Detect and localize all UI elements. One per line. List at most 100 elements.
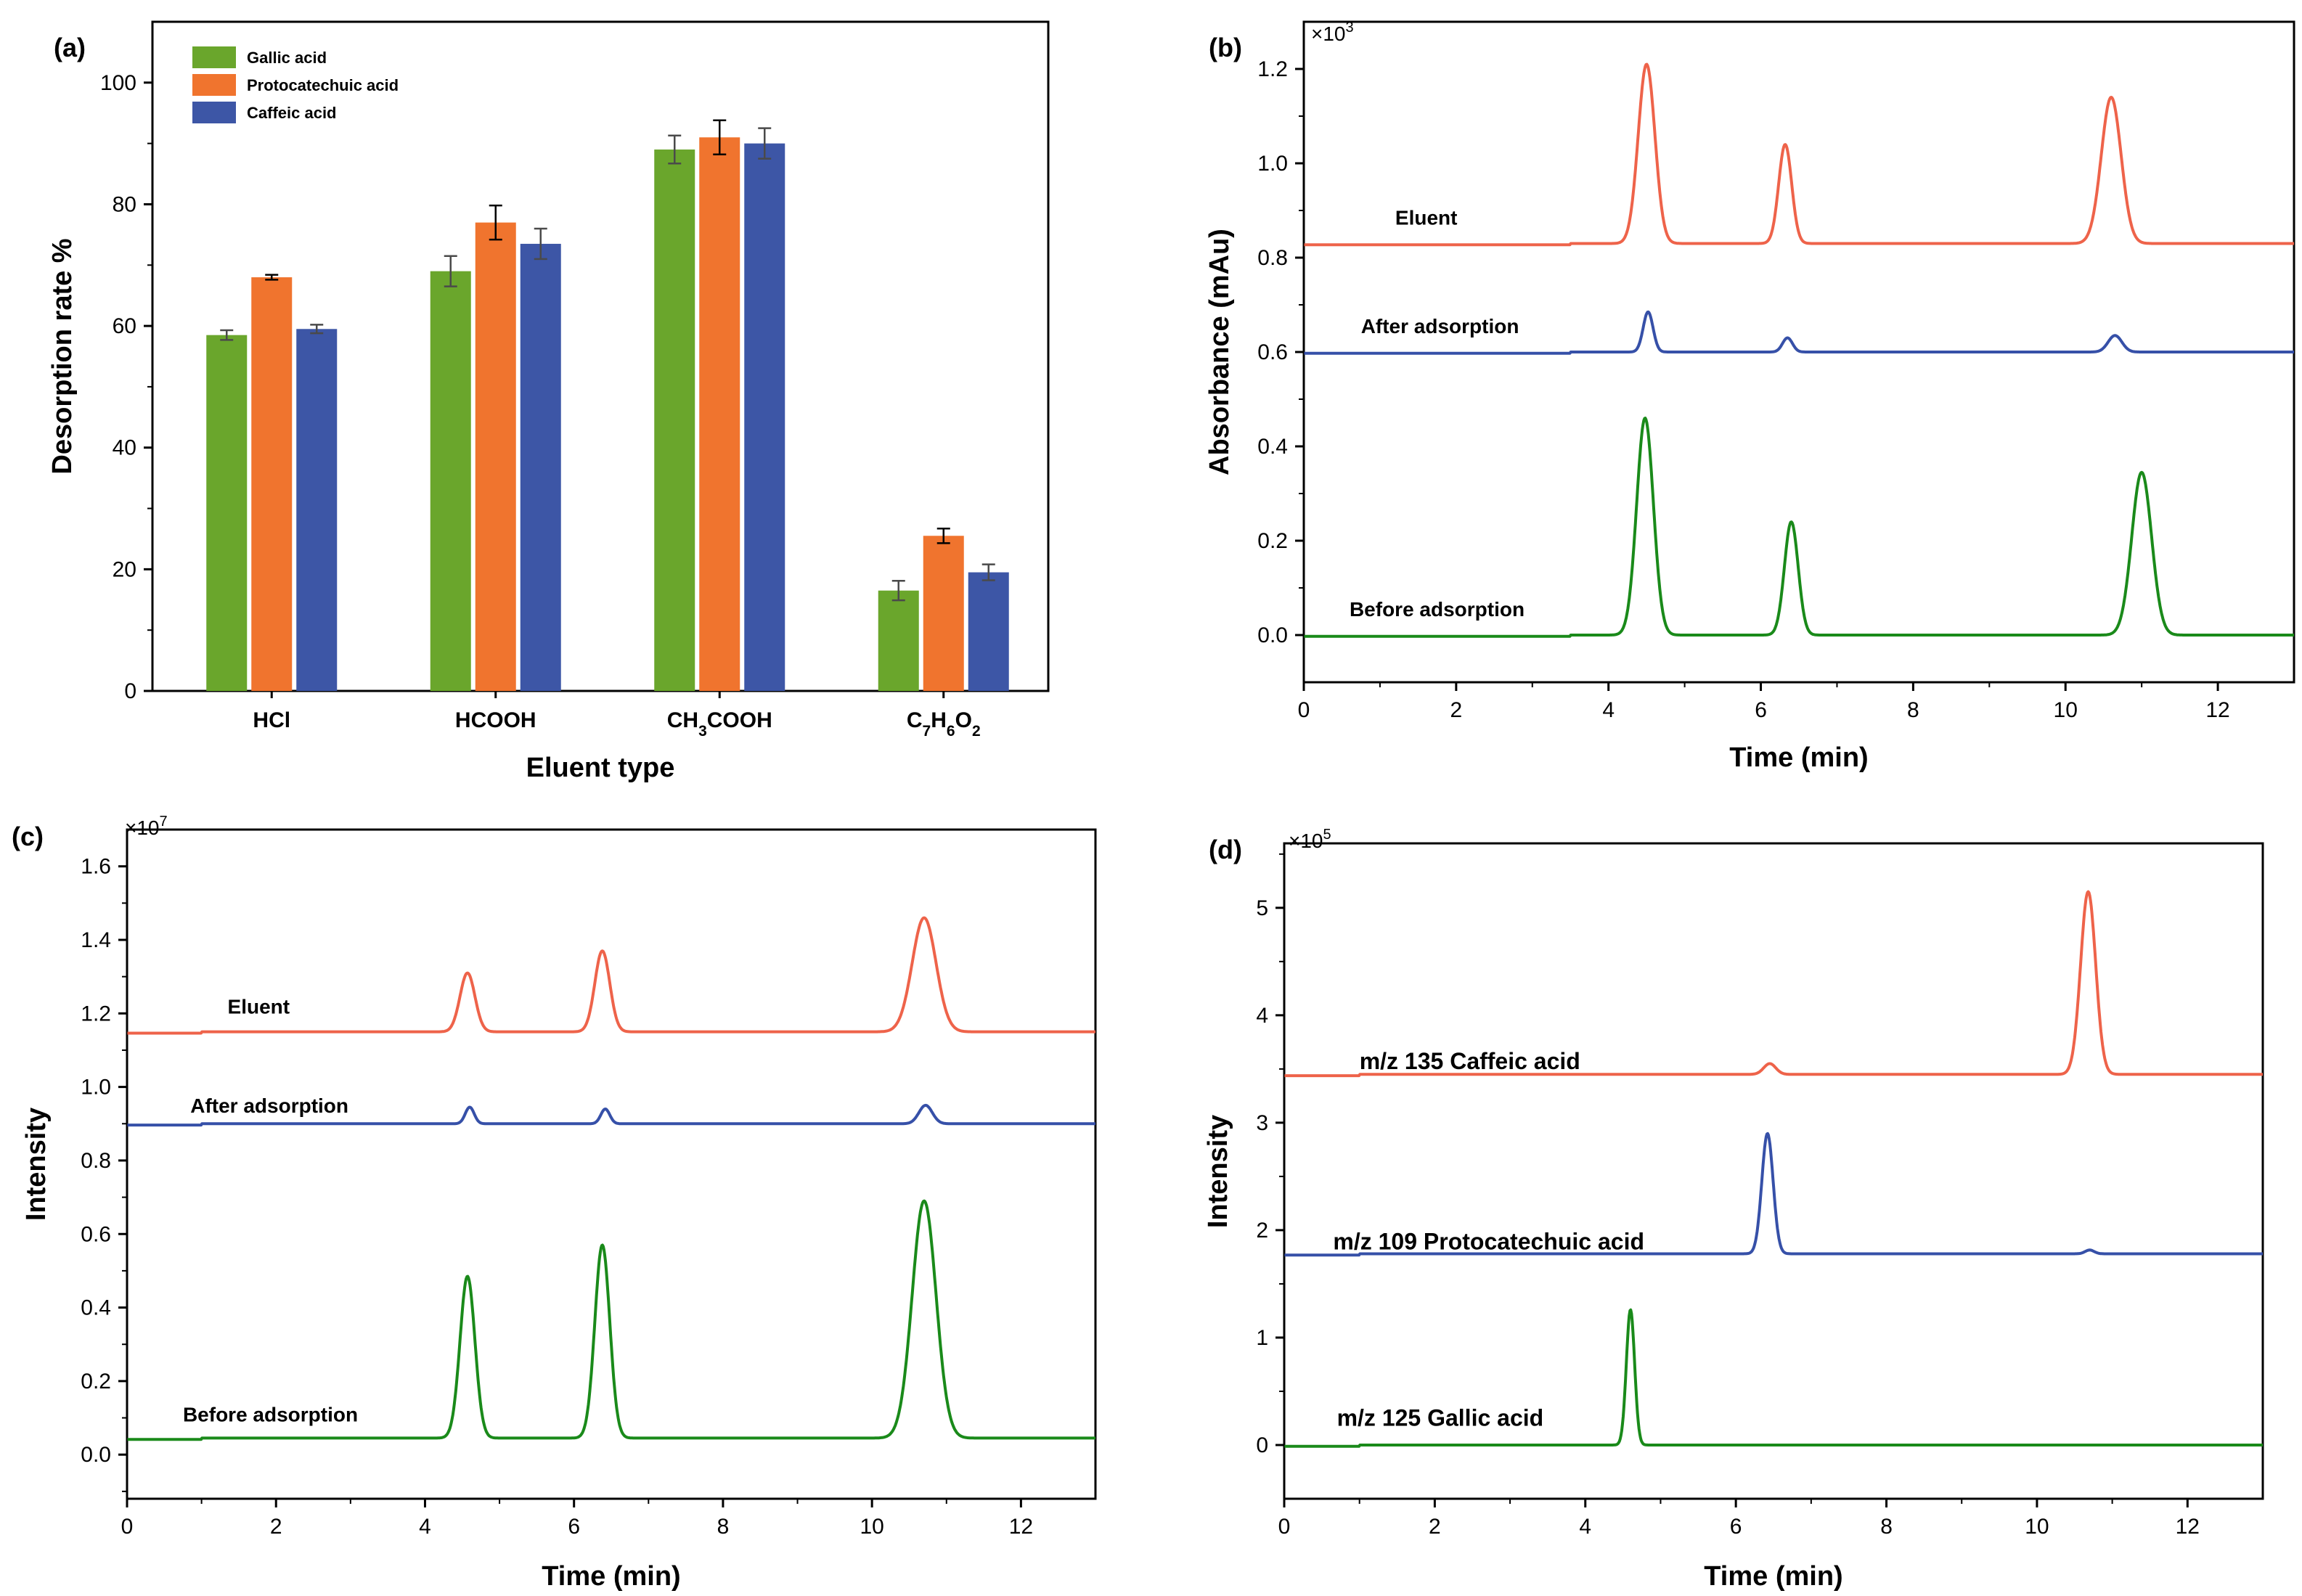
x-tick-label: 12 bbox=[1009, 1515, 1033, 1539]
category-label-part: 2 bbox=[972, 723, 981, 740]
y-axis-title: Intensity bbox=[1203, 1115, 1233, 1228]
x-category-label: HCl bbox=[253, 708, 290, 732]
x-tick-label: 0 bbox=[1278, 1515, 1291, 1539]
y-tick-label: 1.4 bbox=[81, 928, 111, 952]
x-tick-label: 6 bbox=[1755, 698, 1767, 722]
y-axis-title: Desorption rate % bbox=[47, 238, 78, 474]
y-tick-label: 60 bbox=[113, 314, 136, 338]
legend-label: Protocatechuic acid bbox=[247, 76, 399, 94]
x-tick-label: 8 bbox=[1907, 698, 1919, 722]
x-category-label: C7H6O2 bbox=[907, 708, 981, 740]
x-tick-label: 0 bbox=[121, 1515, 134, 1539]
y-tick-label: 1.6 bbox=[81, 855, 111, 879]
category-label-part: CH bbox=[667, 708, 698, 732]
y-axis-title: Intensity bbox=[21, 1108, 52, 1221]
trace-after-adsorption bbox=[1303, 310, 2295, 355]
panel-b: 0 2 4 6 8 10 12 0.0 0.2 0.4 0.6 0.8 1.0 1.2 Eluent Afte… bbox=[1204, 20, 2295, 773]
x-tick-label: 12 bbox=[2176, 1515, 2200, 1539]
trace-label: After adsorption bbox=[1361, 315, 1519, 337]
bar-gallic-acid bbox=[878, 590, 919, 691]
trace-label: Eluent bbox=[1395, 207, 1458, 229]
y-tick-label: 0.8 bbox=[81, 1149, 111, 1173]
y-tick-label: 0.6 bbox=[1257, 340, 1288, 364]
panel-label: (a) bbox=[54, 33, 86, 62]
x-axis-title: Time (min) bbox=[542, 1561, 680, 1592]
legend-swatch bbox=[192, 46, 236, 68]
x-tick-label: 10 bbox=[2025, 1515, 2049, 1539]
y-tick-label: 1 bbox=[1256, 1326, 1268, 1350]
y-tick-label: 1.2 bbox=[1257, 57, 1288, 81]
bar-gallic-acid bbox=[430, 271, 471, 691]
y-tick-label: 0.4 bbox=[1257, 435, 1288, 459]
trace-label: m/z 125 Gallic acid bbox=[1337, 1404, 1544, 1431]
trace-label: Before adsorption bbox=[1350, 598, 1525, 621]
panel-label: (d) bbox=[1209, 835, 1242, 864]
legend-label: Caffeic acid bbox=[247, 104, 337, 122]
bar-gallic-acid bbox=[206, 335, 248, 691]
trace-m-z-125-gallic-acid bbox=[1283, 1308, 2264, 1448]
trace-before-adsorption bbox=[1303, 417, 2295, 638]
scale-exponent: 5 bbox=[1323, 827, 1331, 843]
scale-exponent: 7 bbox=[160, 814, 168, 830]
panel-c-frame bbox=[126, 828, 1097, 1500]
category-label-part: O bbox=[955, 708, 972, 732]
category-label-part: HCOOH bbox=[455, 708, 536, 732]
bar-caffeic-acid bbox=[968, 572, 1009, 691]
y-tick-label: 0.4 bbox=[81, 1296, 111, 1320]
category-label-part: H bbox=[931, 708, 947, 732]
category-label-part: COOH bbox=[707, 708, 772, 732]
x-tick-label: 4 bbox=[1602, 698, 1615, 722]
x-axis-title: Eluent type bbox=[526, 753, 675, 783]
y-tick-label: 4 bbox=[1256, 1004, 1268, 1028]
y-tick-label: 1.0 bbox=[1257, 152, 1288, 176]
x-tick-label: 10 bbox=[2054, 698, 2078, 722]
x-tick-label: 4 bbox=[1579, 1515, 1591, 1539]
x-axis-title: Time (min) bbox=[1729, 742, 1868, 773]
x-tick-label: 6 bbox=[1730, 1515, 1742, 1539]
bar-protocatechuic-acid bbox=[251, 277, 293, 691]
y-tick-label: 0 bbox=[1256, 1433, 1268, 1457]
trace-eluent bbox=[126, 916, 1096, 1035]
y-tick-label: 0.0 bbox=[1257, 623, 1288, 647]
x-tick-label: 12 bbox=[2205, 698, 2229, 722]
scale-factor: ×103 bbox=[1311, 20, 1354, 45]
trace-label: Eluent bbox=[228, 995, 290, 1018]
bar-caffeic-acid bbox=[744, 143, 785, 692]
scale-prefix: ×10 bbox=[1289, 830, 1323, 852]
y-tick-label: 0.6 bbox=[81, 1222, 111, 1246]
x-tick-label: 0 bbox=[1298, 698, 1310, 722]
bar-protocatechuic-acid bbox=[475, 222, 516, 692]
y-tick-label: 3 bbox=[1256, 1111, 1268, 1135]
scale-factor: ×107 bbox=[125, 814, 168, 839]
trace-label: m/z 135 Caffeic acid bbox=[1360, 1048, 1580, 1074]
x-tick-label: 10 bbox=[860, 1515, 883, 1539]
bar-caffeic-acid bbox=[296, 329, 338, 691]
trace-m-z-135-caffeic-acid bbox=[1283, 890, 2264, 1078]
bar-caffeic-acid bbox=[520, 243, 561, 691]
legend-label: Gallic acid bbox=[247, 49, 327, 67]
x-category-label: HCOOH bbox=[455, 708, 536, 732]
panel-c: 0 2 4 6 8 10 12 0.0 0.2 0.4 0.6 0.8 1.0 1.2 1.4 1.6 Elue… bbox=[12, 814, 1097, 1592]
panel-a-frame bbox=[151, 20, 1050, 692]
category-label-part: 7 bbox=[923, 723, 931, 740]
scale-prefix: ×10 bbox=[125, 817, 160, 839]
trace-before-adsorption bbox=[126, 1199, 1096, 1441]
x-tick-label: 8 bbox=[1880, 1515, 1893, 1539]
category-label-part: 3 bbox=[698, 723, 707, 740]
trace-label: Before adsorption bbox=[183, 1404, 358, 1426]
scale-exponent: 3 bbox=[1346, 20, 1354, 36]
x-axis-title: Time (min) bbox=[1704, 1561, 1842, 1592]
x-category-label: CH3COOH bbox=[667, 708, 772, 740]
y-tick-label: 0.2 bbox=[1257, 529, 1288, 553]
y-axis-title: Absorbance (mAu) bbox=[1204, 229, 1235, 475]
trace-eluent bbox=[1303, 62, 2295, 247]
panel-label: (c) bbox=[12, 822, 44, 851]
x-tick-label: 6 bbox=[568, 1515, 580, 1539]
x-tick-label: 2 bbox=[270, 1515, 282, 1539]
y-tick-label: 5 bbox=[1256, 896, 1268, 920]
x-tick-label: 2 bbox=[1450, 698, 1463, 722]
legend-swatch bbox=[192, 74, 236, 96]
y-tick-label: 0.0 bbox=[81, 1443, 111, 1467]
